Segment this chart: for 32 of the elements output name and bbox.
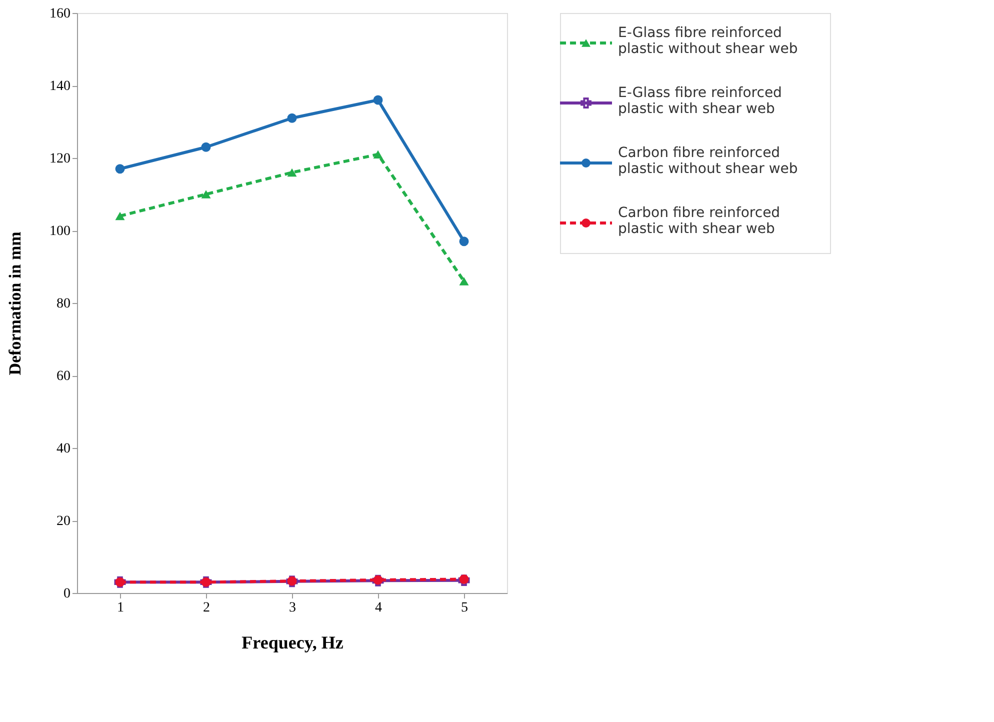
x-tick-label: 1 [117, 600, 124, 616]
point [287, 168, 297, 177]
y-tick-label: 0 [64, 586, 70, 602]
legend-label: E-Glass fibre reinforced plastic with shear web [618, 85, 782, 117]
point [459, 236, 469, 246]
point [373, 95, 383, 105]
y-tick-label: 120 [50, 152, 70, 166]
legend-label: E-Glass fibre reinforced plastic without shear web [618, 25, 798, 57]
point [459, 277, 469, 286]
point [287, 113, 297, 123]
y-tick-label: 80 [56, 296, 70, 312]
x-axis-title: Frequecy, Hz [242, 632, 344, 652]
y-tick-label: 100 [50, 224, 70, 239]
y-tick-label: 60 [56, 369, 70, 384]
point [201, 142, 211, 152]
x-tick-label: 2 [203, 600, 210, 616]
legend-label: Carbon fibre reinforced plastic with shear web [618, 205, 780, 237]
point [115, 212, 125, 220]
x-tick-label: 4 [375, 600, 382, 616]
point [458, 574, 470, 586]
y-axis-title: Deformation in mm [6, 232, 24, 376]
y-tick-label: 160 [50, 6, 70, 22]
legend-label: Carbon fibre reinforced plastic without shear web [618, 145, 798, 177]
y-tick-label: 40 [56, 442, 70, 456]
y-tick-label: 140 [50, 79, 70, 94]
point [373, 150, 383, 158]
point [201, 190, 211, 198]
point [115, 164, 125, 174]
point [459, 574, 469, 584]
y-tick-label: 20 [56, 514, 70, 529]
x-tick-label: 5 [461, 600, 468, 616]
x-tick-label: 3 [289, 600, 296, 616]
